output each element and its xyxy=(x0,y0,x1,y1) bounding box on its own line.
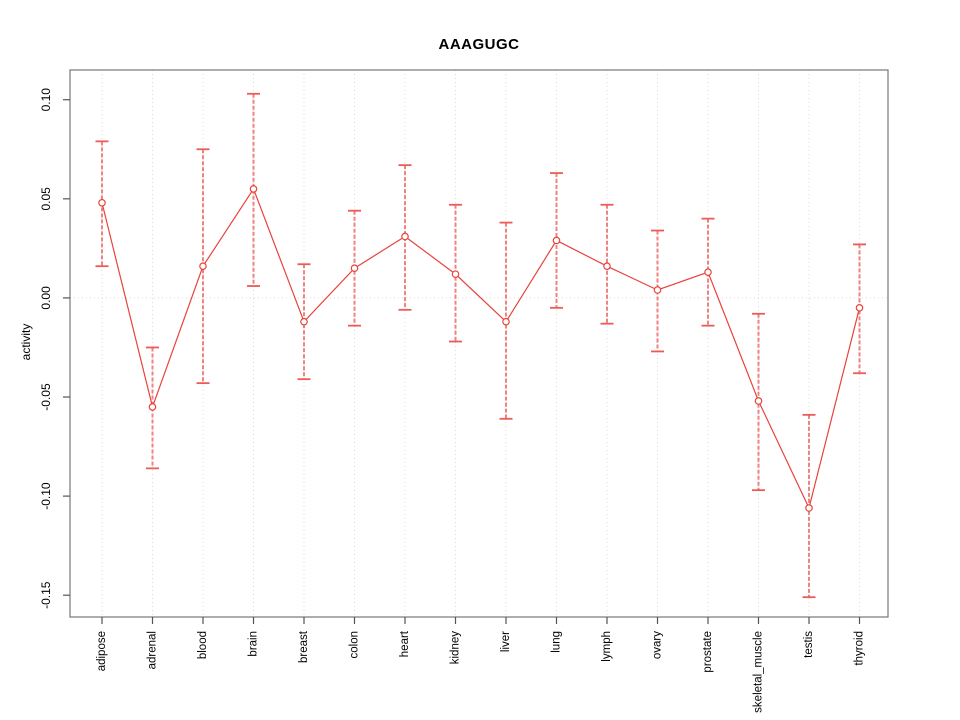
data-point xyxy=(704,268,712,276)
data-point xyxy=(653,286,662,294)
y-tick-label: -0.10 xyxy=(39,482,53,510)
x-tick-label: ovary xyxy=(652,631,664,659)
data-point xyxy=(300,317,308,326)
chart-title: AAAGUGC xyxy=(438,36,520,53)
x-tick-label: skeletal_muscle xyxy=(753,631,765,713)
x-tick-label: breast xyxy=(298,630,310,663)
data-point xyxy=(199,262,207,271)
data-point xyxy=(451,270,460,278)
y-tick-label: -0.15 xyxy=(39,581,53,609)
data-point xyxy=(855,304,864,312)
data-point xyxy=(350,264,359,272)
x-tick-label: lung xyxy=(551,631,563,653)
x-tick-label: prostate xyxy=(702,631,714,673)
data-point xyxy=(148,403,157,411)
x-tick-label: liver xyxy=(500,631,512,652)
plot-box xyxy=(69,69,889,618)
x-tick-label: heart xyxy=(399,630,411,657)
x-tick-label: lymph xyxy=(601,631,613,662)
x-tick-label: blood xyxy=(197,631,209,659)
data-point xyxy=(603,262,611,271)
y-tick-label: 0.00 xyxy=(39,286,53,310)
data-point xyxy=(249,185,258,193)
y-tick-label: 0.10 xyxy=(39,88,53,112)
y-tick-label: -0.05 xyxy=(39,383,53,411)
x-tick-label: colon xyxy=(349,631,361,659)
x-tick-label: adipose xyxy=(96,631,108,671)
data-point xyxy=(98,198,106,207)
data-point xyxy=(502,317,510,326)
x-tick-label: kidney xyxy=(450,631,462,664)
y-axis-title: activity xyxy=(19,323,33,361)
y-tick-label: 0.05 xyxy=(39,187,53,211)
data-point xyxy=(552,236,561,245)
series-line xyxy=(101,187,861,510)
x-tick-label: adrenal xyxy=(147,631,159,669)
x-tick-label: thyroid xyxy=(854,631,866,666)
data-point xyxy=(401,232,409,241)
x-tick-label: brain xyxy=(248,631,260,657)
data-point xyxy=(754,397,763,405)
x-tick-label: testis xyxy=(803,631,815,658)
data-point xyxy=(805,504,813,512)
